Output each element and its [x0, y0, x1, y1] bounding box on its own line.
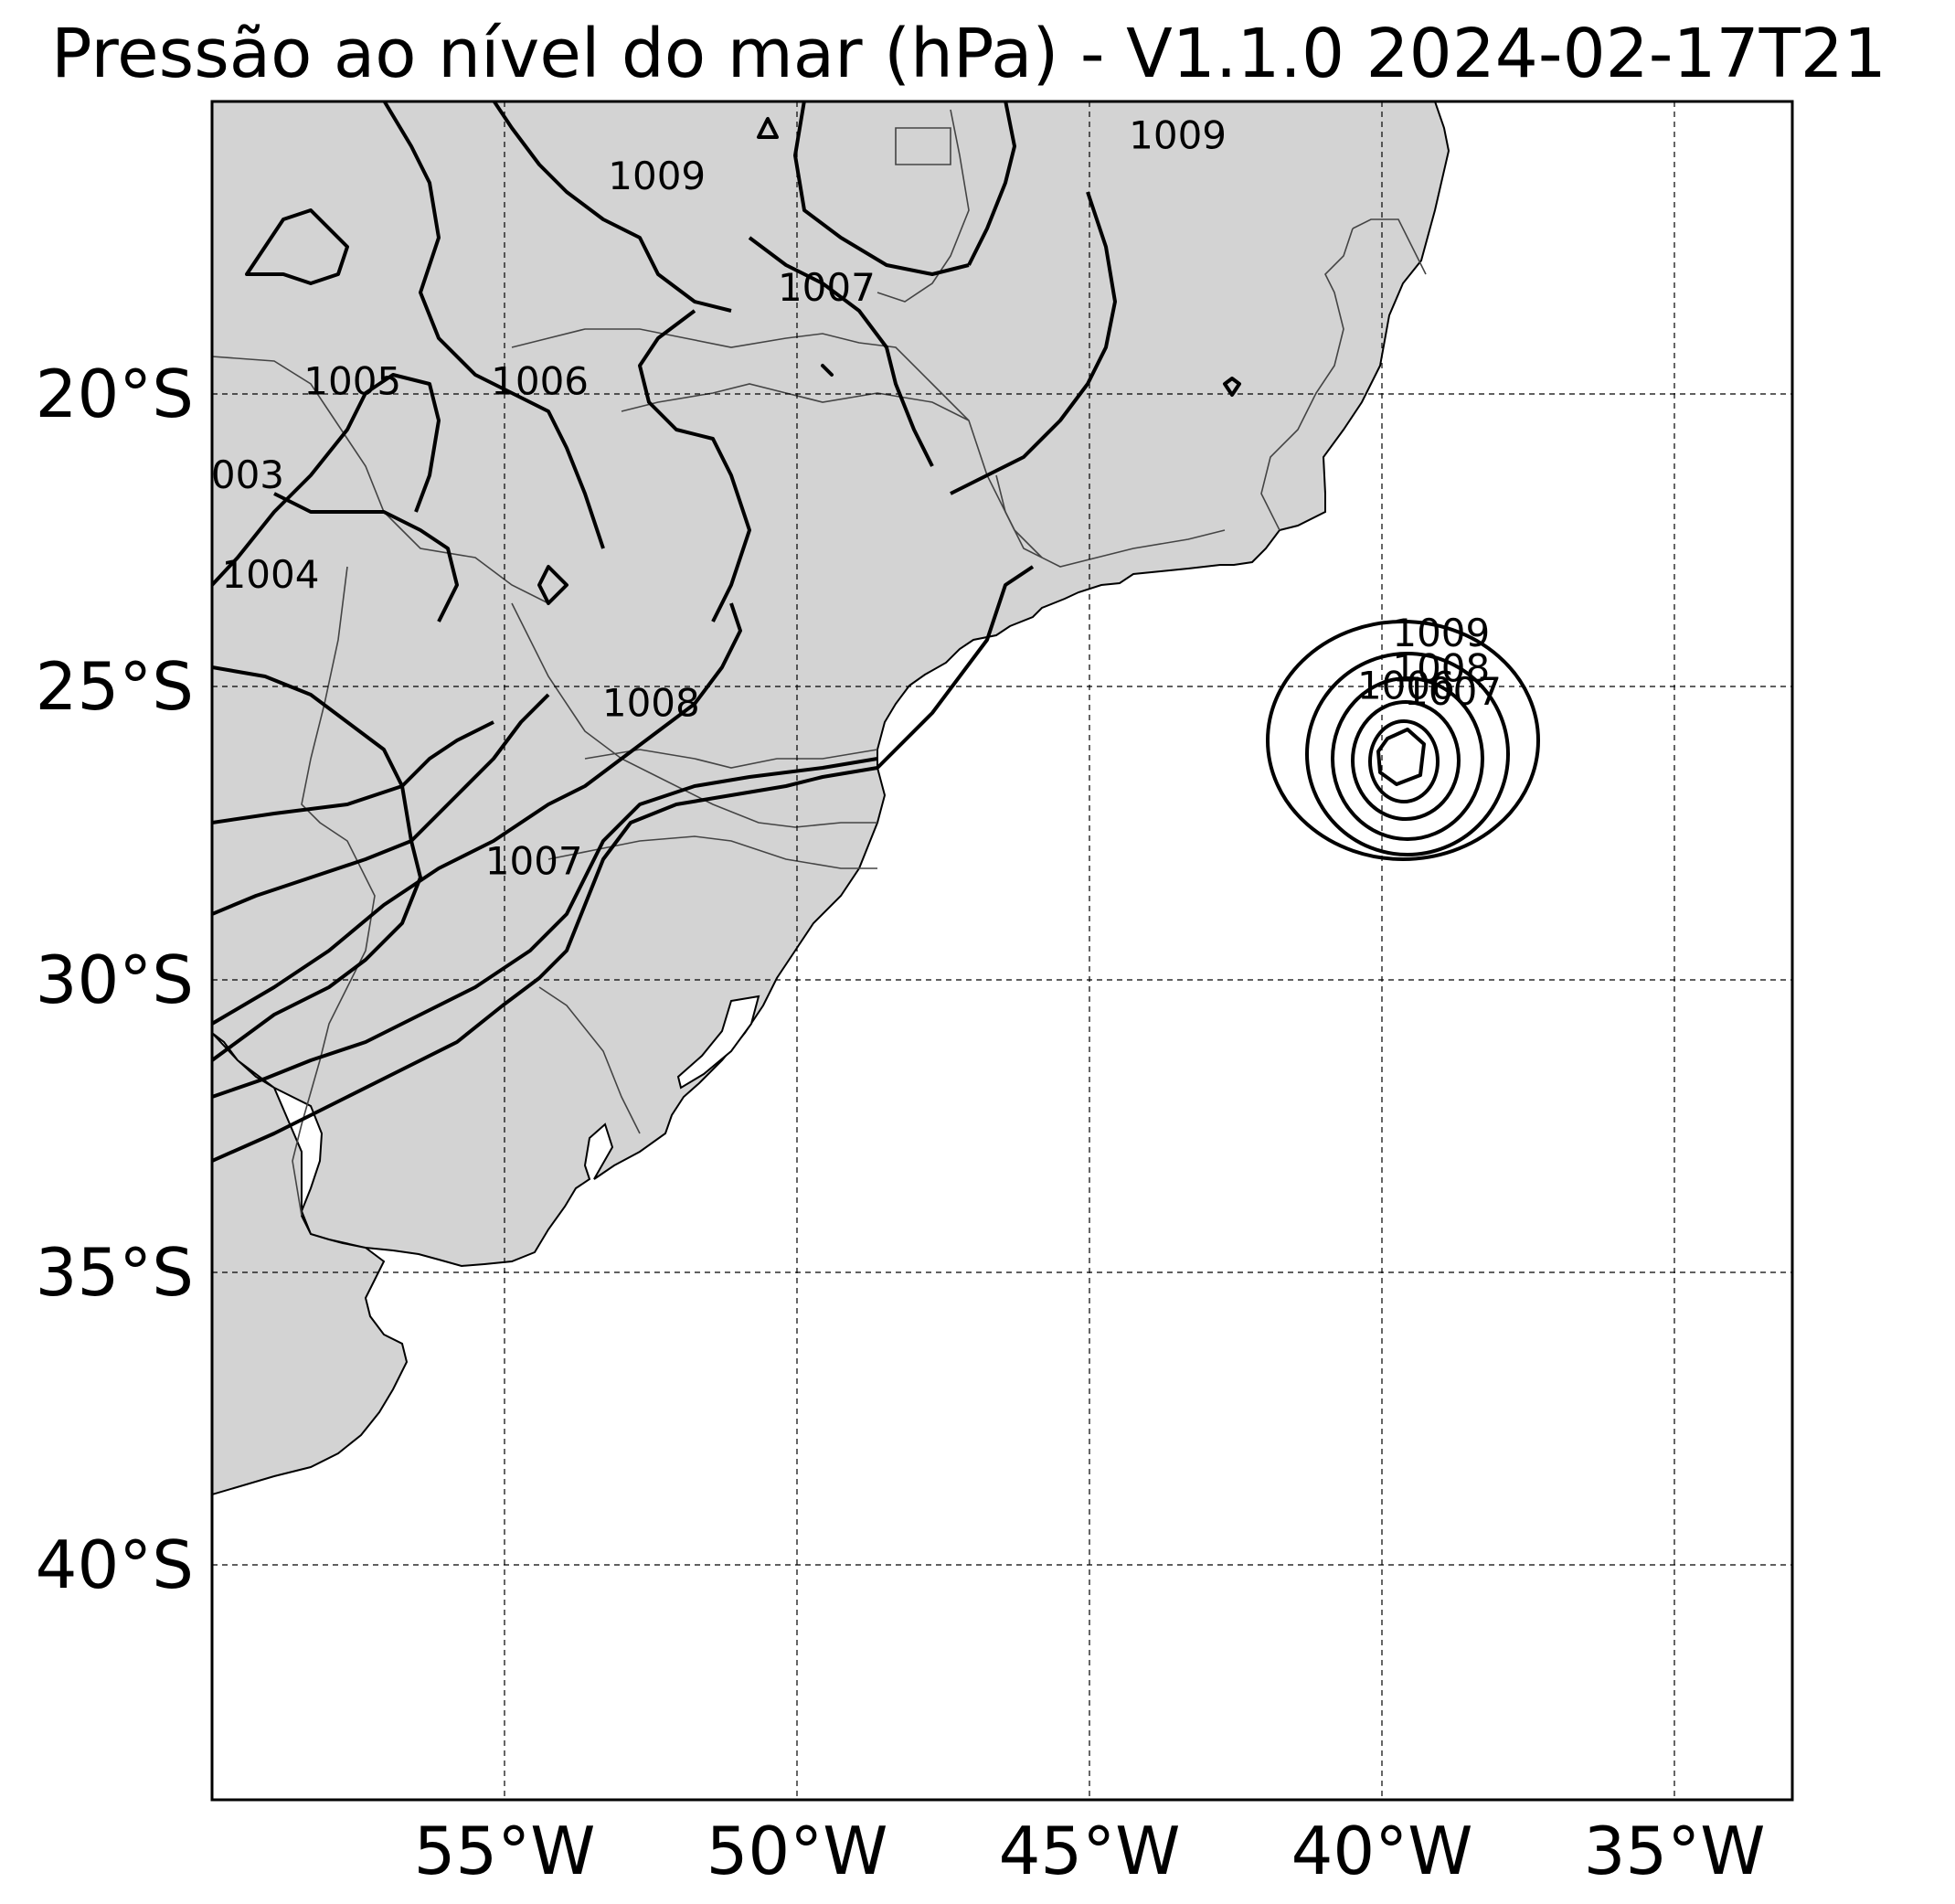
- contour-label: 1007: [485, 839, 583, 884]
- contour-label: 1004: [222, 552, 320, 597]
- contour-label: 1009: [1392, 611, 1490, 655]
- lon-tick-label: 55°W: [414, 1813, 596, 1889]
- contour-label: 1009: [1129, 112, 1227, 157]
- contour-label: 1007: [1404, 669, 1502, 714]
- lat-tick-label: 20°S: [36, 356, 194, 432]
- contour-label: 1008: [1392, 645, 1490, 690]
- lon-tick-label: 40°W: [1291, 1813, 1473, 1889]
- lat-tick-label: 35°S: [36, 1234, 194, 1311]
- lagoon-shape: [676, 995, 760, 1090]
- map-frame: [210, 100, 1794, 1802]
- cyclone-isobars: [1266, 620, 1540, 861]
- contour-label: 1006: [1357, 664, 1455, 708]
- lon-tick-label: 50°W: [707, 1813, 888, 1889]
- contour-label: 1005: [303, 358, 401, 403]
- contour-label: 1006: [491, 358, 589, 403]
- map-title: Pressão ao nível do mar (hPa) - V1.1.0 2…: [51, 15, 1886, 93]
- contour-label: 1008: [602, 681, 700, 726]
- contour-label: 1009: [608, 154, 706, 198]
- contour-label: 1007: [778, 265, 876, 310]
- contour-labels: 1009100910071006100510031004100810071009…: [186, 112, 1502, 884]
- lat-tick-label: 30°S: [36, 941, 194, 1018]
- isobar-contours: [212, 101, 1241, 1163]
- lat-tick-label: 40°S: [36, 1526, 194, 1603]
- gridlines: [212, 101, 1792, 1800]
- longitude-tick-labels: 55°W 50°W 45°W 40°W 35°W: [414, 1813, 1766, 1889]
- lon-tick-label: 35°W: [1584, 1813, 1766, 1889]
- latitude-tick-labels: 20°S 25°S 30°S 35°S 40°S: [36, 356, 194, 1603]
- contour-label: 1003: [186, 452, 284, 497]
- land-south-america: [212, 101, 1450, 1496]
- lon-tick-label: 45°W: [999, 1813, 1181, 1889]
- lat-tick-label: 25°S: [36, 648, 194, 725]
